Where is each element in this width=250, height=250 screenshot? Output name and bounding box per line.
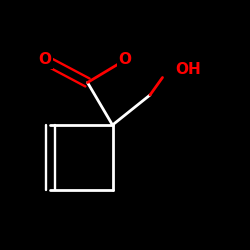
- Text: O: O: [38, 52, 52, 68]
- Text: O: O: [118, 52, 132, 68]
- Text: OH: OH: [175, 62, 201, 78]
